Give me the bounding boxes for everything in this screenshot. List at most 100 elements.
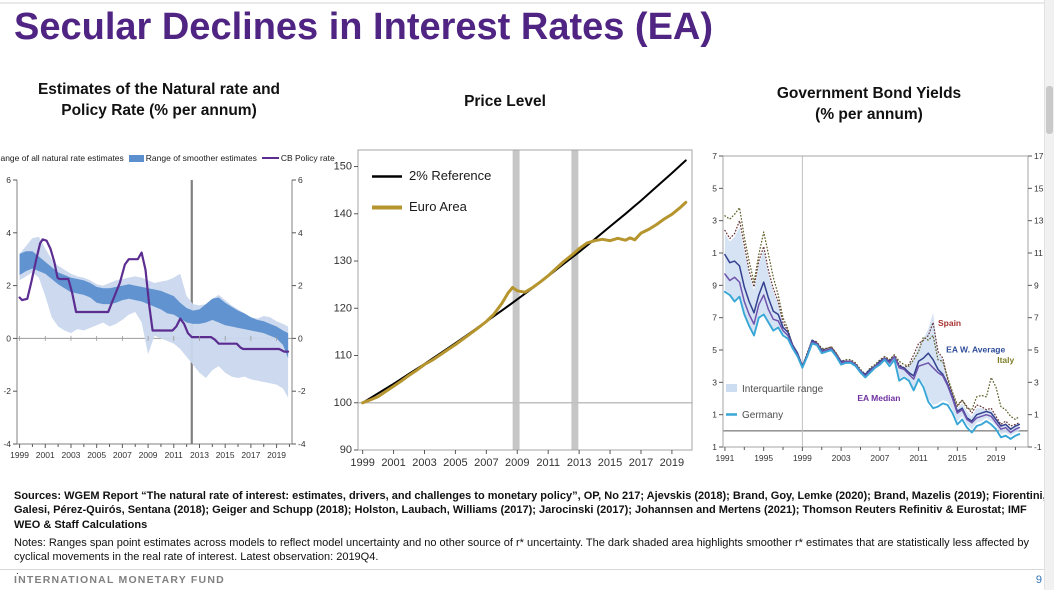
svg-text:Italy: Italy <box>997 355 1014 365</box>
svg-text:1: 1 <box>1034 410 1039 420</box>
svg-text:Euro Area: Euro Area <box>409 199 468 214</box>
legend-label: Range of all natural rate estimates <box>0 153 124 163</box>
svg-text:2005: 2005 <box>443 457 467 469</box>
notes-text: Notes: Ranges span point estimates acros… <box>14 537 1029 564</box>
scrollbar-thumb[interactable] <box>1046 86 1053 134</box>
svg-text:EA W. Average: EA W. Average <box>946 344 1005 354</box>
scrollbar-track[interactable] <box>1044 0 1054 590</box>
legend-item: CB Policy rate <box>261 153 335 163</box>
legend-label: CB Policy rate <box>280 153 335 163</box>
svg-text:1995: 1995 <box>754 453 773 463</box>
svg-text:2013: 2013 <box>567 457 591 469</box>
svg-text:13: 13 <box>712 216 717 226</box>
svg-text:7: 7 <box>1034 313 1039 323</box>
svg-text:4: 4 <box>6 228 11 238</box>
bond-yields-chart: -1-1113355779911111313151517171991199519… <box>712 151 1044 463</box>
svg-text:7: 7 <box>712 313 717 323</box>
legend-band-swatch <box>128 154 144 162</box>
svg-text:-1: -1 <box>1034 442 1042 452</box>
svg-text:Germany: Germany <box>742 410 783 421</box>
svg-text:2011: 2011 <box>165 450 184 460</box>
svg-text:1: 1 <box>712 410 717 420</box>
svg-text:1999: 1999 <box>793 453 812 463</box>
stray-period: . <box>16 566 19 577</box>
footer-organization: INTERNATIONAL MONETARY FUND <box>14 574 225 586</box>
svg-text:2001: 2001 <box>381 457 405 469</box>
svg-text:2019: 2019 <box>660 457 684 469</box>
svg-text:2015: 2015 <box>598 457 622 469</box>
svg-text:2% Reference: 2% Reference <box>409 168 491 183</box>
svg-text:9: 9 <box>712 280 717 290</box>
svg-text:2003: 2003 <box>832 453 851 463</box>
slide-top-border <box>0 2 1054 4</box>
svg-text:Interquartile range: Interquartile range <box>742 384 824 395</box>
price-level-chart: 90 100 110 120 130 140 150 1999 2001 2003 2005 2007… <box>334 149 693 469</box>
svg-text:150: 150 <box>334 161 352 173</box>
page-number: 9 <box>1035 574 1042 586</box>
svg-text:2001: 2001 <box>36 450 55 460</box>
svg-text:6: 6 <box>298 175 303 185</box>
svg-text:2: 2 <box>6 281 11 291</box>
natural-rate-title-line2: Policy Rate (% per annum) <box>61 101 257 119</box>
bond-yields-title-line2: (% per annum) <box>815 105 923 123</box>
svg-text:0: 0 <box>6 333 11 343</box>
svg-text:4: 4 <box>298 228 303 238</box>
svg-text:-1: -1 <box>712 442 717 452</box>
svg-text:2011: 2011 <box>909 453 928 463</box>
svg-text:100: 100 <box>334 397 352 409</box>
svg-text:0: 0 <box>298 333 303 343</box>
svg-text:6: 6 <box>6 175 11 185</box>
natural-rate-legend: Range of all natural rate estimates Range… <box>0 153 335 163</box>
svg-text:2019: 2019 <box>267 450 286 460</box>
svg-text:3: 3 <box>712 377 717 387</box>
svg-text:11: 11 <box>1034 248 1043 258</box>
footer-divider <box>0 569 1046 570</box>
svg-text:13: 13 <box>1034 216 1044 226</box>
page-title: Secular Declines in Interest Rates (EA) <box>14 6 714 48</box>
natural-rate-title-line1: Estimates of the Natural rate and <box>37 81 281 98</box>
svg-text:120: 120 <box>334 302 352 314</box>
svg-text:2019: 2019 <box>987 453 1006 463</box>
svg-text:-2: -2 <box>3 386 11 396</box>
svg-text:2007: 2007 <box>474 457 498 469</box>
svg-text:2: 2 <box>298 281 303 291</box>
svg-text:1991: 1991 <box>715 453 734 463</box>
price-level-panel-title: Price Level <box>464 93 546 110</box>
svg-text:17: 17 <box>1034 151 1044 161</box>
svg-text:11: 11 <box>712 248 717 258</box>
svg-text:2009: 2009 <box>505 457 529 469</box>
svg-text:15: 15 <box>1034 183 1044 193</box>
natural-rate-chart: -4 -4 -2 -2 0 0 2 2 4 4 6 6 1999 2001 2003 2005 2007 2009… <box>3 175 306 460</box>
svg-text:2013: 2013 <box>190 450 209 460</box>
svg-text:2003: 2003 <box>62 450 81 460</box>
svg-text:5: 5 <box>712 345 717 355</box>
svg-text:140: 140 <box>334 208 352 220</box>
svg-text:2015: 2015 <box>216 450 235 460</box>
svg-text:110: 110 <box>334 350 352 362</box>
legend-item: Range of all natural rate estimates <box>0 153 124 163</box>
bond-yields-panel-title: Government Bond Yields (% per annum) <box>736 84 1002 126</box>
svg-text:-4: -4 <box>298 439 306 449</box>
legend-label: Range of smoother estimates <box>145 153 257 163</box>
svg-text:2009: 2009 <box>139 450 158 460</box>
svg-text:-2: -2 <box>298 386 306 396</box>
svg-text:2017: 2017 <box>241 450 260 460</box>
bond-yields-title-line1: Government Bond Yields <box>776 85 962 102</box>
svg-text:2007: 2007 <box>113 450 132 460</box>
svg-text:5: 5 <box>1034 345 1039 355</box>
natural-rate-panel-title: Estimates of the Natural rate and Policy… <box>8 80 310 122</box>
svg-text:2017: 2017 <box>629 457 653 469</box>
svg-text:15: 15 <box>712 183 717 193</box>
svg-text:2007: 2007 <box>870 453 889 463</box>
svg-text:1999: 1999 <box>10 450 29 460</box>
svg-text:1999: 1999 <box>350 457 374 469</box>
legend-line-swatch <box>261 156 279 160</box>
svg-text:2011: 2011 <box>536 457 560 469</box>
svg-text:130: 130 <box>334 255 352 267</box>
svg-text:Spain: Spain <box>938 318 961 328</box>
svg-text:2015: 2015 <box>948 453 967 463</box>
svg-text:9: 9 <box>1034 280 1039 290</box>
svg-text:17: 17 <box>712 151 717 161</box>
svg-text:90: 90 <box>340 444 352 456</box>
